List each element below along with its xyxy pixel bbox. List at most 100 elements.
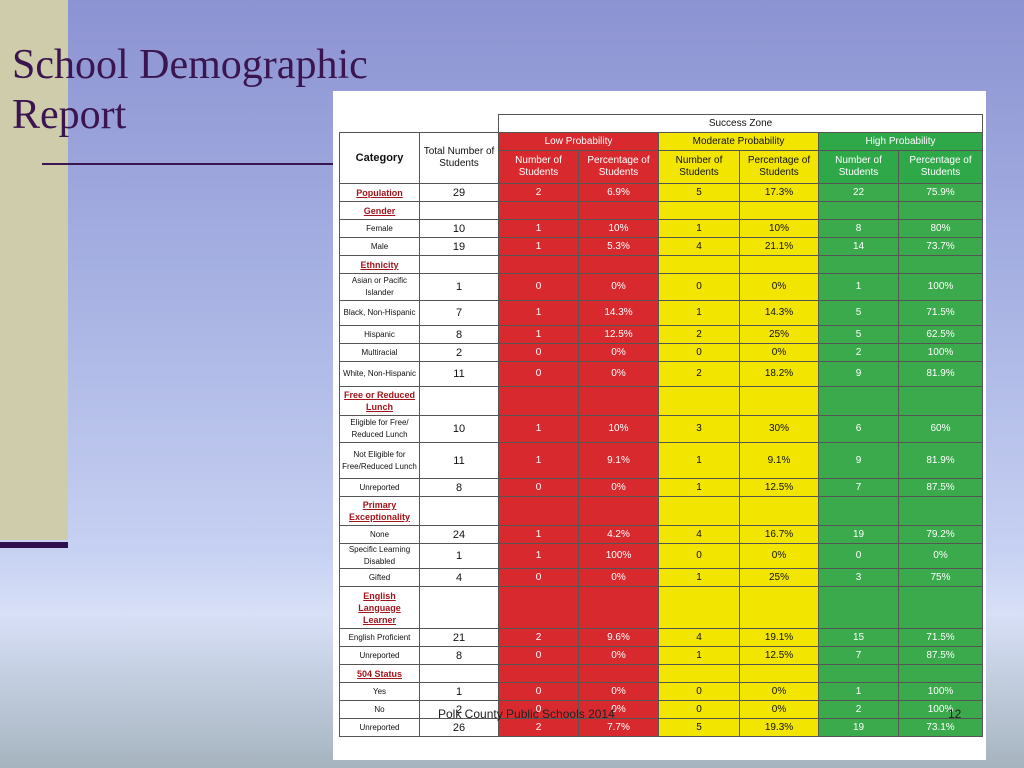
- moderate-percentage-cell: 0%: [739, 273, 819, 301]
- category-cell: White, Non-Hispanic: [339, 361, 420, 387]
- moderate-percentage-cell: [739, 386, 819, 416]
- high-percentage-cell: [897, 496, 984, 526]
- low-number-cell: 2: [498, 718, 579, 737]
- moderate-percentage-cell: [739, 496, 819, 526]
- category-cell: Unreported: [339, 718, 420, 737]
- total-cell: 7: [419, 300, 499, 326]
- category-cell: Eligible for Free/ Reduced Lunch: [339, 415, 420, 443]
- total-header: Total Number of Students: [419, 132, 499, 184]
- low-percentage-cell: 0%: [578, 361, 659, 387]
- moderate-number-cell: [658, 255, 740, 274]
- high-number-cell: 22: [818, 183, 899, 202]
- moderate-number-cell: 1: [658, 646, 740, 665]
- low-number-cell: 1: [498, 525, 579, 544]
- low-percentage-cell: 6.9%: [578, 183, 659, 202]
- low-number-cell: [498, 201, 579, 220]
- low-percentage-cell: [578, 664, 659, 683]
- low-percentage-cell: 10%: [578, 219, 659, 238]
- moderate-number-cell: 4: [658, 237, 740, 256]
- low-number-cell: 1: [498, 237, 579, 256]
- category-header: Category: [339, 132, 420, 184]
- high-number-cell: 19: [818, 718, 899, 737]
- high-percentage-cell: 75.9%: [897, 183, 984, 202]
- high-percentage-header: Percentage of Students: [897, 150, 984, 184]
- moderate-percentage-cell: [739, 255, 819, 274]
- moderate-percentage-cell: [739, 664, 819, 683]
- total-cell: 11: [419, 361, 499, 387]
- moderate-percentage-cell: 0%: [739, 682, 819, 701]
- category-cell: Gifted: [339, 568, 420, 587]
- moderate-number-cell: [658, 586, 740, 629]
- high-number-cell: 15: [818, 628, 899, 647]
- low-percentage-cell: 9.6%: [578, 628, 659, 647]
- high-number-header: Number of Students: [818, 150, 899, 184]
- section-category-cell: English Language Learner: [339, 586, 420, 629]
- low-number-cell: 0: [498, 361, 579, 387]
- high-number-cell: 8: [818, 219, 899, 238]
- moderate-percentage-cell: 12.5%: [739, 646, 819, 665]
- high-percentage-cell: 100%: [897, 273, 984, 301]
- high-percentage-cell: 81.9%: [897, 442, 984, 479]
- moderate-percentage-cell: 10%: [739, 219, 819, 238]
- moderate-number-cell: 3: [658, 415, 740, 443]
- high-percentage-cell: [897, 255, 984, 274]
- high-number-cell: 0: [818, 543, 899, 569]
- table-row: Multiracial 2 0 0% 0 0% 2 100%: [339, 343, 984, 362]
- moderate-percentage-cell: 17.3%: [739, 183, 819, 202]
- low-number-cell: 1: [498, 415, 579, 443]
- high-number-cell: 7: [818, 646, 899, 665]
- high-number-cell: 1: [818, 682, 899, 701]
- table-row: Hispanic 8 1 12.5% 2 25% 5 62.5%: [339, 325, 984, 344]
- high-number-cell: 3: [818, 568, 899, 587]
- moderate-percentage-cell: [739, 586, 819, 629]
- category-cell: Black, Non-Hispanic: [339, 300, 420, 326]
- moderate-number-cell: 0: [658, 543, 740, 569]
- table-row: No 2 0 0% 0 0% 2 100%: [339, 700, 984, 719]
- report-panel: Success Zone Category Total Number of St…: [333, 91, 986, 760]
- high-percentage-cell: 62.5%: [897, 325, 984, 344]
- section-category-cell: Population: [339, 183, 420, 202]
- moderate-percentage-cell: 9.1%: [739, 442, 819, 479]
- total-cell: 10: [419, 219, 499, 238]
- low-percentage-cell: 9.1%: [578, 442, 659, 479]
- section-category-cell: Gender: [339, 201, 420, 220]
- high-probability-header: High Probability: [817, 132, 984, 151]
- category-cell: No: [339, 700, 420, 719]
- moderate-percentage-cell: 21.1%: [739, 237, 819, 256]
- section-category-cell: Primary Exceptionality: [339, 496, 420, 526]
- low-percentage-cell: [578, 496, 659, 526]
- low-percentage-cell: [578, 201, 659, 220]
- moderate-percentage-cell: 14.3%: [739, 300, 819, 326]
- high-percentage-cell: 80%: [897, 219, 984, 238]
- category-cell: Multiracial: [339, 343, 420, 362]
- moderate-percentage-cell: 12.5%: [739, 478, 819, 497]
- total-cell: 8: [419, 646, 499, 665]
- high-percentage-cell: [897, 386, 984, 416]
- category-cell: Hispanic: [339, 325, 420, 344]
- high-percentage-cell: 87.5%: [897, 478, 984, 497]
- total-cell: 8: [419, 478, 499, 497]
- high-number-cell: 2: [818, 343, 899, 362]
- low-number-cell: 0: [498, 478, 579, 497]
- moderate-number-cell: 0: [658, 700, 740, 719]
- low-number-cell: 1: [498, 300, 579, 326]
- moderate-number-cell: 2: [658, 325, 740, 344]
- high-number-cell: 1: [818, 273, 899, 301]
- moderate-probability-header: Moderate Probability: [658, 132, 819, 151]
- total-cell: 1: [419, 543, 499, 569]
- moderate-number-cell: 4: [658, 525, 740, 544]
- low-probability-header: Low Probability: [498, 132, 659, 151]
- category-cell: None: [339, 525, 420, 544]
- high-number-cell: [818, 586, 899, 629]
- low-number-cell: 1: [498, 325, 579, 344]
- low-number-cell: 1: [498, 442, 579, 479]
- low-percentage-cell: 0%: [578, 478, 659, 497]
- low-percentage-cell: 0%: [578, 568, 659, 587]
- high-number-cell: 7: [818, 478, 899, 497]
- moderate-number-cell: [658, 201, 740, 220]
- category-cell: Yes: [339, 682, 420, 701]
- table-row: Asian or Pacific Islander 1 0 0% 0 0% 1 100%: [339, 273, 984, 301]
- total-cell: 8: [419, 325, 499, 344]
- table-row: Yes 1 0 0% 0 0% 1 100%: [339, 682, 984, 701]
- total-cell: [419, 201, 499, 220]
